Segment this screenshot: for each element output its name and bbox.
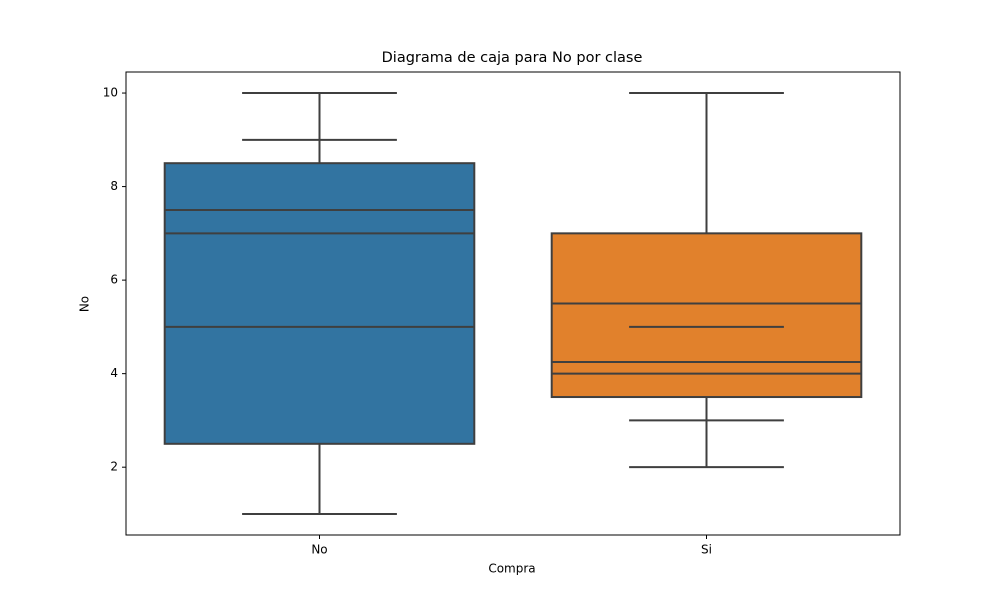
y-tick-label: 2 [110, 460, 118, 474]
y-axis-label: No [78, 296, 92, 312]
y-tick-label: 6 [110, 273, 118, 287]
x-tick-label: No [311, 543, 327, 557]
plot-frame [125, 71, 901, 536]
y-tick-label: 8 [110, 179, 118, 193]
box [163, 162, 476, 445]
y-tick-label: 10 [103, 86, 118, 100]
y-tick-label: 4 [110, 366, 118, 380]
x-axis-label: Compra [488, 562, 535, 576]
box [550, 232, 863, 399]
x-tick-label: Si [701, 543, 712, 557]
chart-title: Diagrama de caja para No por clase [382, 50, 643, 66]
